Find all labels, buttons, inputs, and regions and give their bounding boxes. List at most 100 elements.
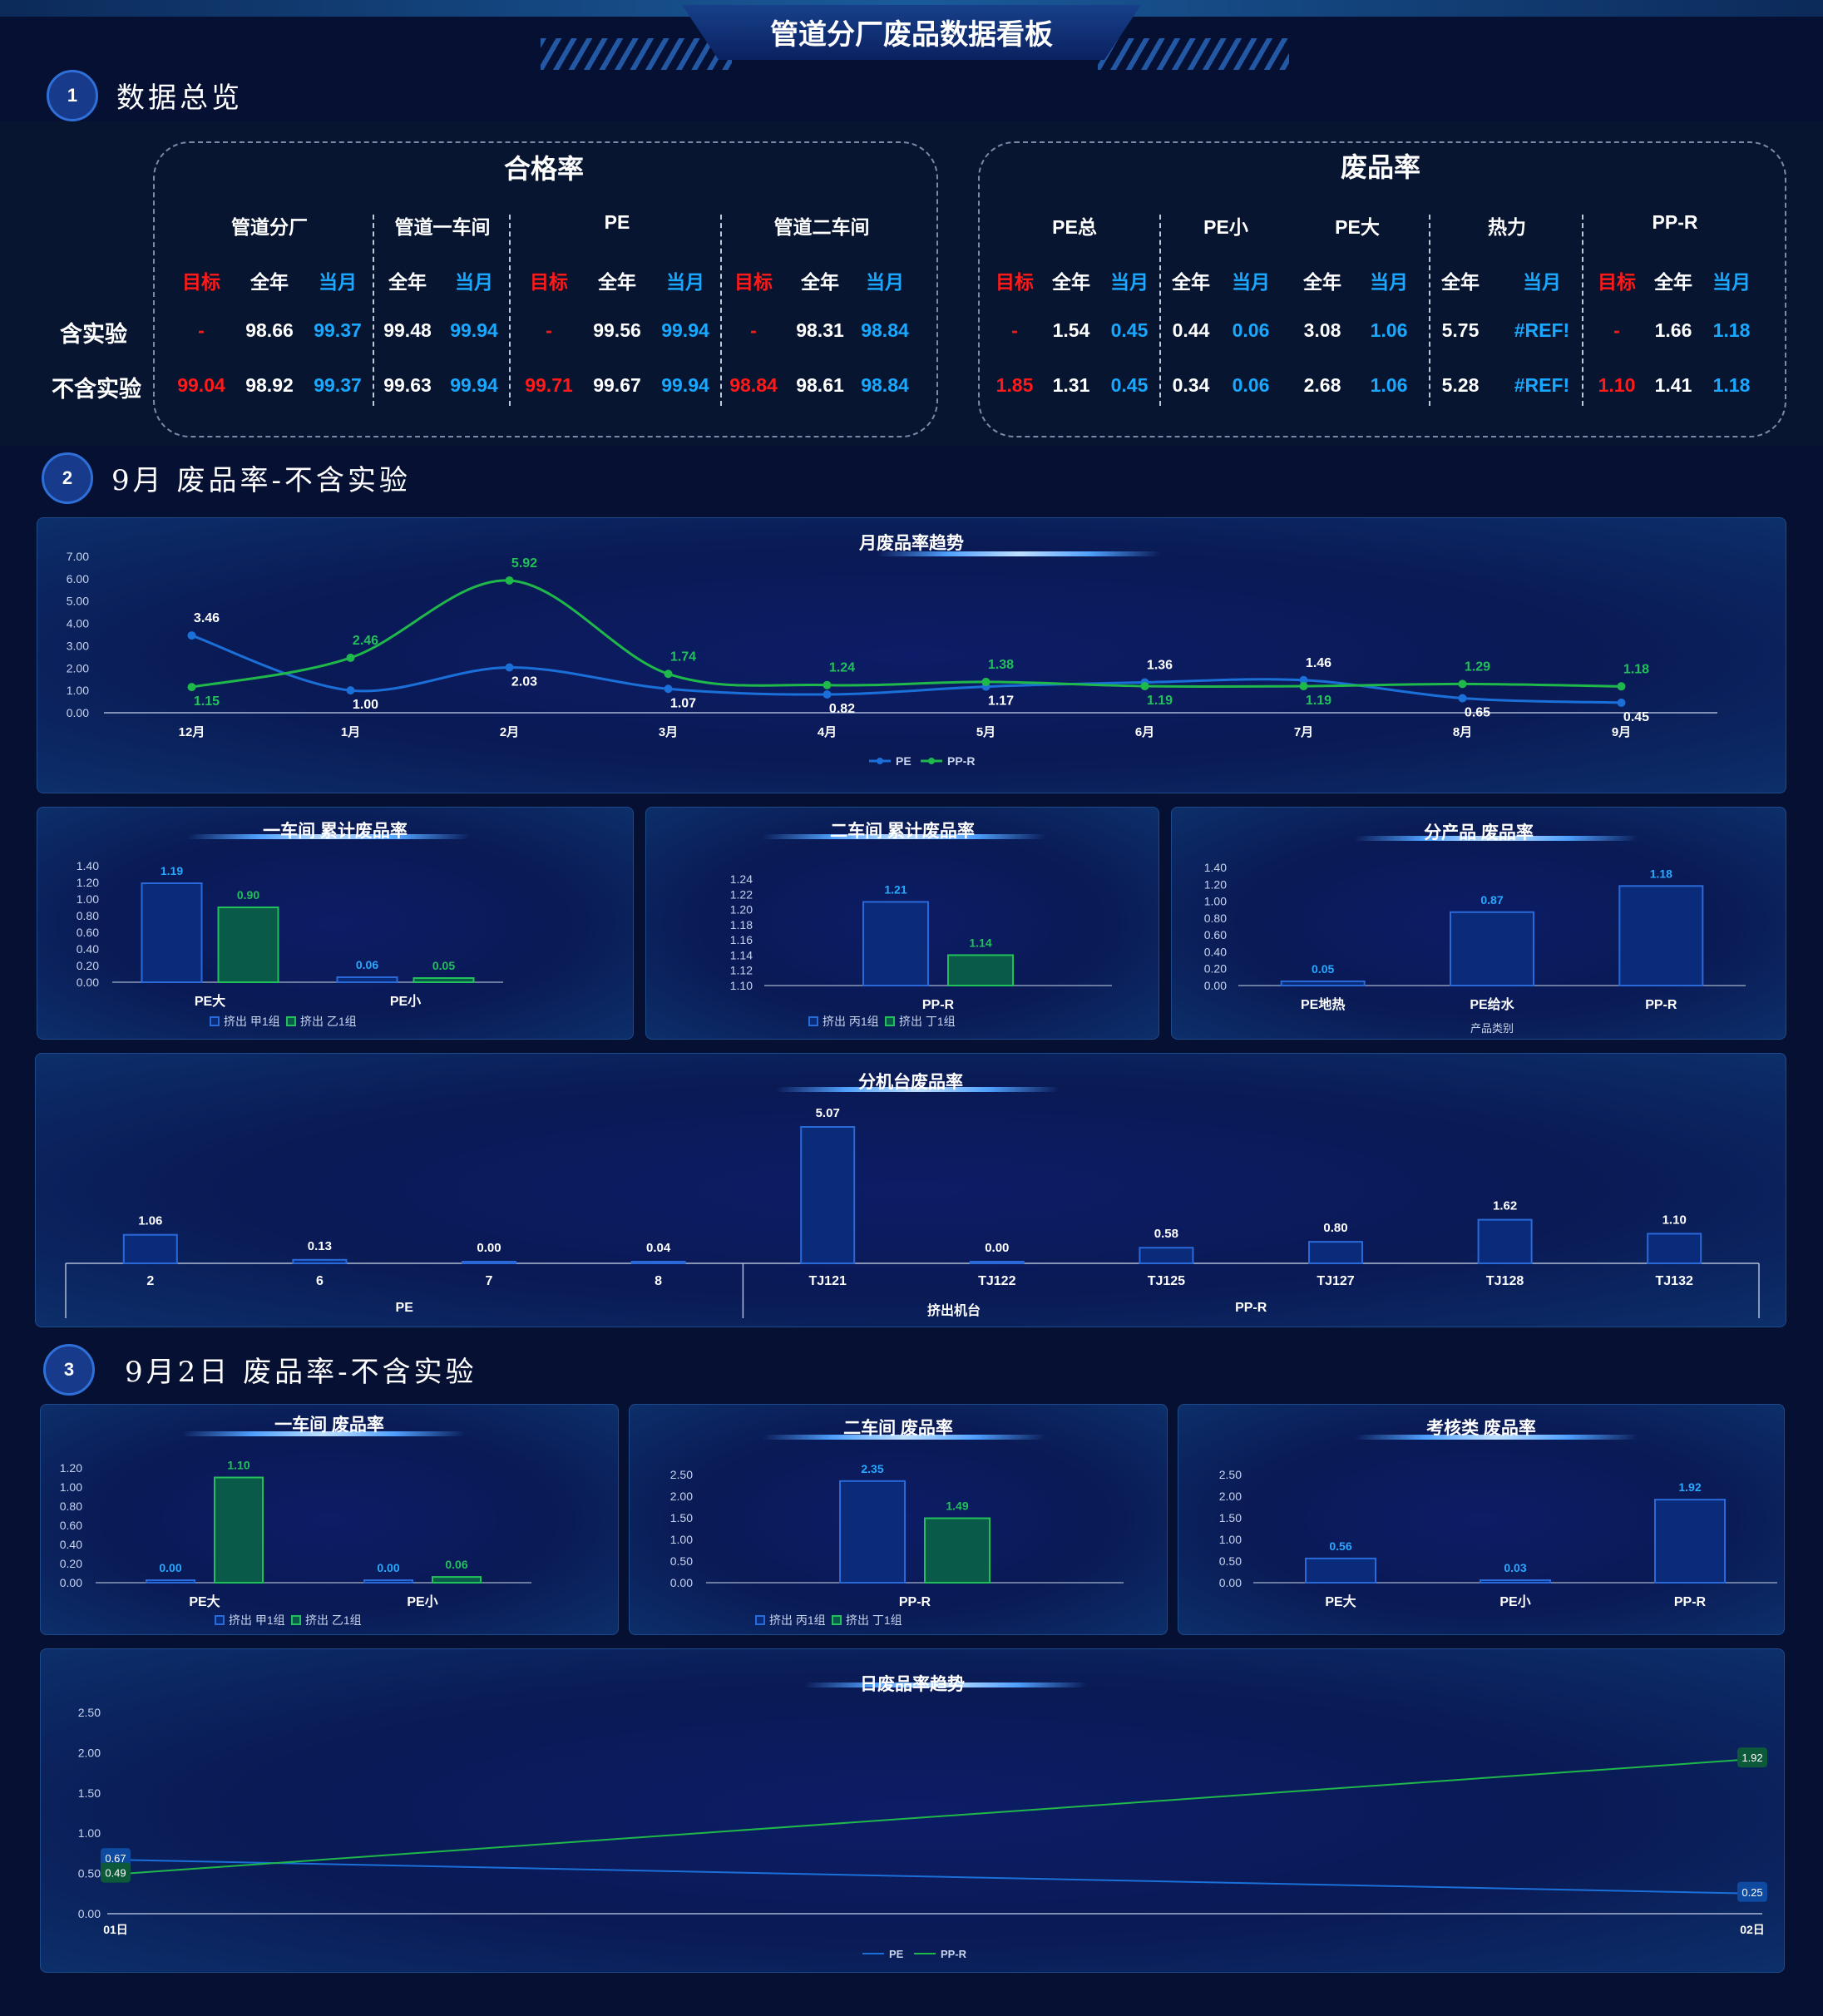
- y-tick-label: 0.00: [77, 976, 99, 989]
- y-tick-label: 0.20: [77, 959, 99, 972]
- table-cell: 99.48: [383, 319, 432, 341]
- column-header: 全年: [1052, 271, 1090, 293]
- w2-daily-chart: 0.00 0.50 1.00 1.50 2.00 2.50 2.35 1.49 PP-R 挤出 丙…: [670, 1462, 1124, 1627]
- y-tick-label: 0.00: [670, 1576, 693, 1589]
- table-cell: -: [1011, 319, 1018, 341]
- bar: [839, 1480, 906, 1584]
- bar: [862, 901, 929, 986]
- y-tick-label: 2.50: [670, 1468, 693, 1481]
- legend-label: 挤出 甲1组: [224, 1015, 280, 1028]
- section-2-badge: 2: [42, 452, 93, 504]
- y-tick-label: 0.40: [60, 1538, 82, 1551]
- y-tick-label: 1.40: [1204, 861, 1227, 874]
- y-tick-label: 2.50: [78, 1706, 101, 1719]
- legend-swatch: [808, 1016, 818, 1026]
- y-tick-label: 1.50: [1219, 1511, 1242, 1524]
- table-cell: 0.06: [1232, 374, 1270, 396]
- table-cell: 98.92: [245, 374, 294, 396]
- assess-chart: 0.00 0.50 1.00 1.50 2.00 2.50 0.56 PE大 0.03 PE小 1.…: [1219, 1468, 1777, 1609]
- table-cell: 99.67: [593, 374, 641, 396]
- data-label: 0.05: [432, 959, 455, 972]
- table-cell: 0.45: [1110, 374, 1149, 396]
- column-header: 全年: [801, 271, 839, 293]
- table-cell: 98.84: [729, 374, 778, 396]
- x-tick-label: PE小: [1499, 1594, 1530, 1609]
- data-label: 1.92: [1678, 1480, 1701, 1494]
- series-line: [115, 1859, 1753, 1895]
- y-tick-label: 1.00: [67, 684, 89, 697]
- data-point: [1458, 694, 1467, 703]
- column-divider: [1429, 215, 1430, 406]
- group-header: PE: [604, 211, 630, 233]
- y-tick-label: 1.10: [730, 979, 753, 992]
- w2-cumulative-panel: 二车间 累计废品率 1.10 1.12 1.14 1.16 1.18 1.20 1.22 1.…: [645, 807, 1159, 1040]
- data-label: 0.65: [1465, 706, 1490, 720]
- data-label: 0.58: [1154, 1227, 1178, 1241]
- table-cell: 1.41: [1654, 374, 1692, 396]
- legend-swatch: [832, 1615, 842, 1625]
- chart-title: 日废品率趋势: [860, 1675, 965, 1694]
- scrap-rate-box: [978, 141, 1786, 437]
- legend-label: PP-R: [941, 1948, 967, 1960]
- y-tick-label: 0.40: [77, 942, 99, 956]
- data-label: 0.67: [105, 1852, 126, 1865]
- w2-daily-panel: 二车间 废品率 0.00 0.50 1.00 1.50 2.00 2.50 2.35 1.49…: [629, 1404, 1168, 1635]
- table-cell: 1.06: [1370, 319, 1408, 341]
- table-cell: 99.94: [661, 319, 709, 341]
- machine-panel: 分机台废品率 1.06 2 0.13 6 0.00 7 0.04 8 5.07 TJ121 0.00…: [35, 1053, 1786, 1327]
- y-tick-label: 0.80: [1204, 912, 1227, 925]
- y-tick-label: 1.00: [670, 1533, 693, 1546]
- y-tick-label: 2.50: [1219, 1468, 1242, 1481]
- scrap-rate-title: 废品率: [1340, 152, 1420, 182]
- bar: [292, 1258, 348, 1265]
- series-line: [191, 634, 1622, 704]
- x-tick-label: TJ122: [978, 1274, 1015, 1288]
- table-cell: 98.84: [861, 319, 909, 341]
- y-tick-label: 0.60: [60, 1519, 82, 1532]
- column-header: 全年: [250, 271, 289, 293]
- table-cell: #REF!: [1514, 374, 1570, 396]
- y-tick-label: 1.00: [1219, 1533, 1242, 1546]
- column-header: 当月: [1712, 271, 1751, 293]
- x-tick-label: TJ132: [1656, 1274, 1693, 1288]
- y-tick-label: 0.80: [77, 909, 99, 922]
- group-label: PP-R: [1235, 1301, 1267, 1315]
- y-tick-label: 1.50: [78, 1786, 101, 1800]
- column-header: 当月: [1370, 271, 1408, 293]
- column-header: 全年: [1441, 271, 1480, 293]
- y-tick-label: 1.20: [60, 1461, 82, 1475]
- data-label: 1.10: [227, 1459, 249, 1472]
- x-tick-label: 8月: [1453, 725, 1472, 739]
- group-header: 管道一车间: [394, 216, 491, 238]
- bar: [1647, 1233, 1702, 1265]
- w2-cumulative-chart: 1.10 1.12 1.14 1.16 1.181.20 1.221.24 1.21 1.14…: [730, 872, 1112, 1028]
- column-divider: [1582, 215, 1583, 406]
- y-tick-label: 2.00: [78, 1746, 101, 1759]
- data-point: [187, 631, 196, 640]
- table-cell: 99.37: [314, 374, 362, 396]
- x-tick-label: PP-R: [922, 998, 955, 1012]
- data-label: 3.46: [194, 611, 220, 625]
- legend-marker: [877, 758, 883, 764]
- data-label: 0.87: [1480, 893, 1503, 907]
- data-label: 1.17: [988, 694, 1014, 709]
- section-1-title: 数据总览: [116, 82, 243, 115]
- bar: [947, 954, 1014, 987]
- table-cell: 5.28: [1441, 374, 1480, 396]
- x-tick-label: PE大: [189, 1594, 220, 1609]
- data-point: [981, 677, 991, 686]
- data-label: 0.25: [1741, 1886, 1762, 1899]
- x-tick-label: PE大: [1325, 1594, 1356, 1609]
- x-tick-label: 01日: [103, 1923, 128, 1936]
- column-header: 全年: [388, 271, 427, 293]
- data-label: 5.92: [511, 556, 537, 571]
- w1-daily-chart: 0.00 0.20 0.40 0.60 0.80 1.00 1.20 0.00 1.10 PE大 0…: [60, 1459, 531, 1627]
- group-header: 热力: [1488, 216, 1526, 238]
- data-label: 1.21: [884, 882, 907, 896]
- daily-trend-panel: 日废品率趋势 0.00 0.50 1.00 1.50 2.00 2.50 01日 02日 0.6…: [40, 1648, 1785, 1973]
- data-label: 1.36: [1147, 658, 1173, 672]
- y-tick-label: 1.18: [730, 918, 753, 931]
- bar: [1654, 1499, 1726, 1584]
- y-tick-label: 0.50: [670, 1554, 693, 1568]
- table-cell: 98.31: [796, 319, 844, 341]
